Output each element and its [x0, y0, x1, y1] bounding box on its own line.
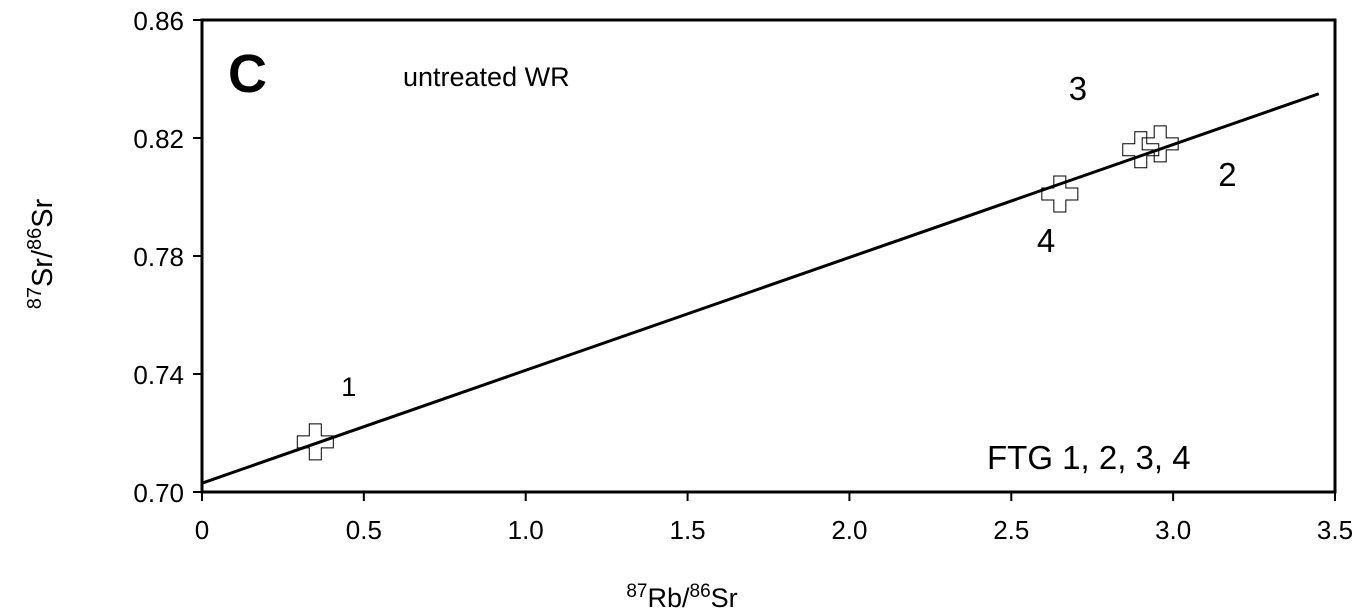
plot-area-frame [200, 18, 1337, 494]
samples-label: FTG 1, 2, 3, 4 [987, 439, 1191, 476]
x-tick-label: 3.0 [1155, 515, 1191, 545]
x-axis-ticks: 0 0.5 1.0 1.5 2.0 2.5 3.0 3.5 [195, 492, 1353, 545]
y-tick-label: 0.82 [133, 124, 184, 154]
point-label-3: 3 [1069, 70, 1087, 107]
point-label-1: 1 [341, 372, 356, 402]
x-tick-label: 2.0 [831, 515, 867, 545]
y-tick-label: 0.78 [133, 242, 184, 272]
isochron-line [201, 92, 1320, 485]
point-label-2: 2 [1218, 156, 1236, 193]
data-point-1 [296, 423, 334, 461]
panel-label: C [228, 44, 267, 104]
y-axis-ticks: 0.70 0.74 0.78 0.82 0.86 [133, 6, 202, 508]
y-tick-label: 0.74 [133, 360, 184, 390]
data-point-3 [1122, 131, 1160, 169]
annotation-text: untreated WR [403, 62, 570, 92]
point-labels: 1 2 3 4 [341, 70, 1236, 402]
x-tick-label: 1.5 [669, 515, 705, 545]
x-tick-label: 3.5 [1317, 515, 1353, 545]
plot-layer [201, 92, 1320, 485]
x-tick-label: 0.5 [346, 515, 382, 545]
x-axis-label: 87Rb/86Sr [626, 581, 737, 613]
y-tick-label: 0.70 [133, 478, 184, 508]
data-point-4 [1041, 175, 1079, 213]
point-label-4: 4 [1037, 222, 1055, 259]
y-axis-label: 87Sr/86Sr [24, 198, 59, 309]
data-point-2 [1141, 125, 1179, 163]
x-tick-label: 1.0 [508, 515, 544, 545]
x-tick-label: 2.5 [993, 515, 1029, 545]
y-tick-label: 0.86 [133, 6, 184, 36]
x-tick-label: 0 [195, 515, 209, 545]
